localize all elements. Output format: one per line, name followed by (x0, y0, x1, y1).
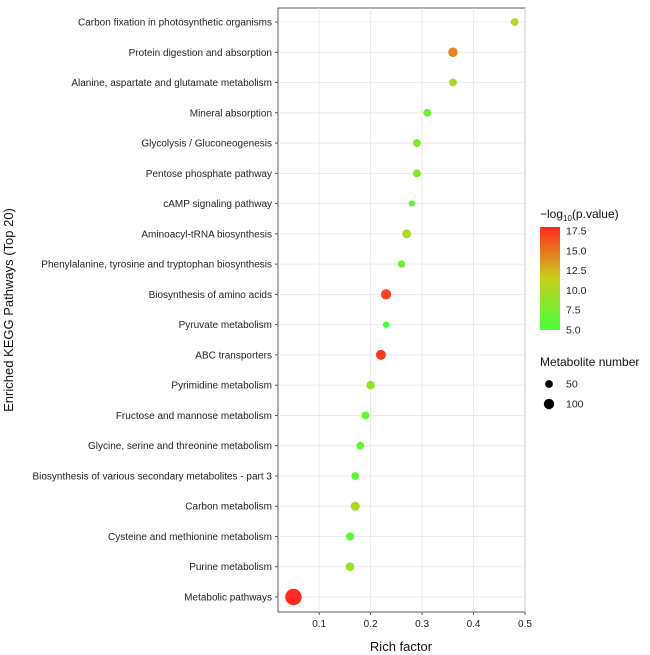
data-point (351, 472, 359, 480)
category-label: Biosynthesis of amino acids (149, 290, 272, 301)
data-point (412, 139, 421, 148)
data-point (361, 411, 370, 420)
data-point (375, 349, 386, 360)
category-label: Glycolysis / Gluconeogenesis (141, 139, 272, 150)
data-point (448, 47, 458, 57)
category-label: Carbon fixation in photosynthetic organi… (78, 18, 272, 29)
color-legend: −log10(p.value) 17.5 15.0 12.5 10.0 7.5 5.0 (540, 207, 619, 337)
data-points (285, 18, 519, 606)
data-point (285, 588, 302, 606)
category-label: Phenylalanine, tyrosine and tryptophan b… (41, 260, 272, 271)
size-legend: Metabolite number 50 100 (540, 355, 639, 411)
category-label: cAMP signaling pathway (163, 199, 272, 210)
data-point (408, 200, 415, 207)
x-tick-label: 0.5 (518, 619, 532, 630)
category-label: Carbon metabolism (185, 502, 272, 513)
category-label: Mineral absorption (190, 108, 272, 119)
category-label: Aminoacyl-tRNA biosynthesis (141, 229, 272, 240)
category-label: Biosynthesis of various secondary metabo… (32, 471, 272, 482)
category-label: Cysteine and methionine metabolism (108, 532, 272, 543)
category-labels: Carbon fixation in photosynthetic organi… (32, 18, 278, 604)
x-axis-ticks: 0.1 0.2 0.3 0.4 0.5 (312, 612, 532, 630)
category-label: Pentose phosphate pathway (146, 169, 272, 180)
color-legend-tick: 5.0 (566, 325, 581, 337)
data-point (397, 260, 406, 268)
data-point (345, 532, 355, 541)
color-legend-tick: 12.5 (566, 265, 587, 277)
data-point (366, 380, 375, 390)
x-tick-label: 0.1 (312, 619, 326, 630)
size-legend-label: 100 (566, 399, 584, 411)
category-label: Purine metabolism (189, 562, 272, 573)
data-point (356, 441, 365, 450)
data-point (382, 321, 390, 328)
size-legend-label: 50 (566, 379, 578, 391)
category-label: Fructose and mannose metabolism (116, 411, 272, 422)
color-legend-tick: 15.0 (566, 245, 587, 257)
size-legend-dot (545, 380, 553, 388)
category-label: Protein digestion and absorption (129, 48, 272, 59)
x-tick-label: 0.3 (415, 619, 429, 630)
category-label: Glycine, serine and threonine metabolism (88, 441, 272, 452)
size-legend-dot (543, 398, 555, 410)
category-label: Pyrimidine metabolism (171, 381, 272, 392)
data-point (449, 78, 457, 87)
color-legend-tick: 7.5 (566, 305, 581, 317)
data-point (423, 108, 432, 117)
color-scale-bar (540, 227, 560, 330)
color-legend-tick: 10.0 (566, 285, 587, 297)
data-point (412, 169, 421, 178)
data-point (345, 562, 355, 572)
y-axis-title: Enriched KEGG Pathways (Top 20) (1, 208, 16, 412)
x-axis-title: Rich factor (370, 639, 433, 654)
color-legend-title: −log10(p.value) (540, 207, 619, 223)
category-label: ABC transporters (195, 350, 272, 361)
data-point (402, 229, 412, 239)
category-label: Metabolic pathways (184, 593, 272, 604)
x-tick-label: 0.4 (467, 619, 481, 630)
plot-panel (277, 7, 526, 613)
category-label: Pyruvate metabolism (179, 320, 272, 331)
size-legend-title: Metabolite number (540, 355, 639, 369)
data-point (510, 18, 519, 26)
data-point (380, 289, 392, 300)
x-tick-label: 0.2 (364, 619, 378, 630)
category-label: Alanine, aspartate and glutamate metabol… (71, 78, 272, 89)
color-legend-tick: 17.5 (566, 225, 587, 237)
data-point (350, 501, 360, 511)
